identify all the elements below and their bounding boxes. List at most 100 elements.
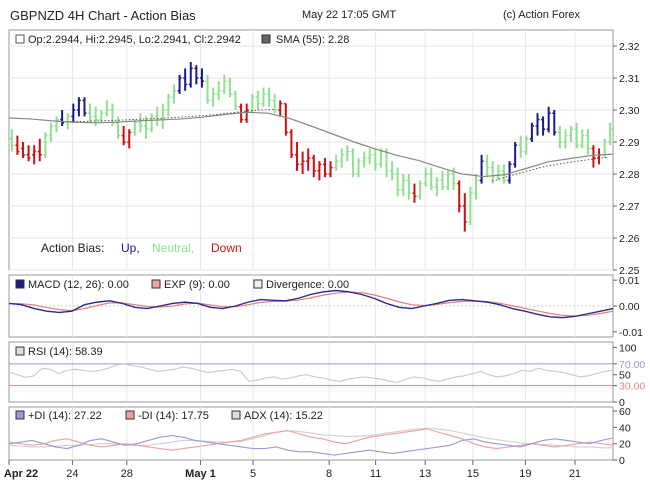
ohlc-bar — [529, 122, 534, 142]
macd-legend-label: MACD (12, 26): 0.00 — [28, 279, 129, 291]
price-ytick-label: 2.27 — [619, 201, 640, 213]
ohlc-bar — [485, 154, 490, 178]
ohlc-bar — [278, 100, 283, 117]
ohlc-bar — [507, 161, 512, 184]
ohlc-bar — [250, 94, 255, 114]
ohlc-bar — [43, 132, 48, 158]
chart-title: GBPNZD 4H Chart - Action Bias — [10, 8, 196, 23]
ohlc-bar — [440, 170, 445, 190]
rsi-legend-label: RSI (14): 58.39 — [28, 346, 103, 358]
adx-line — [8, 427, 613, 449]
chart-header: GBPNZD 4H Chart - Action Bias May 22 17:… — [0, 0, 650, 30]
ohlc-bar — [569, 126, 574, 142]
ohlc-bar — [412, 183, 417, 203]
ohlc-bar — [132, 119, 137, 136]
ohlc-bar — [585, 129, 590, 155]
ohlc-bar — [356, 158, 361, 178]
ohlc-bar — [48, 122, 53, 142]
chart-copyright: (c) Action Forex — [503, 9, 581, 21]
ohlc-bar — [26, 145, 31, 162]
ohlc-bar — [479, 154, 484, 184]
rsi-ytick-label: 100 — [619, 342, 637, 354]
rsi-ytick-label: 50 — [619, 370, 631, 382]
ohlc-bar — [362, 151, 367, 168]
sma-line — [8, 111, 614, 178]
panel-0-frame — [8, 29, 614, 271]
ohlc-bar — [390, 161, 395, 181]
ohlc-bar — [328, 161, 333, 178]
adx-legend-label: ADX (14): 15.22 — [244, 410, 323, 422]
ohlc-bar — [116, 116, 121, 139]
ohlc-bar — [473, 174, 478, 200]
ohlc-bar — [244, 103, 249, 123]
x-axis-label: 15 — [467, 468, 479, 480]
ohlc-bar — [166, 94, 171, 117]
ohlc-bar — [183, 68, 188, 91]
price-ytick-label: 2.32 — [619, 41, 640, 53]
divergence-legend-label: Divergence: 0.00 — [266, 279, 349, 291]
ohlc-bar — [401, 174, 406, 197]
ohlc-bar — [76, 97, 81, 117]
ohlc-bar — [82, 97, 87, 117]
sma-legend-swatch — [261, 34, 271, 44]
plus-di-legend-swatch — [15, 410, 25, 420]
x-axis-label: May 1 — [185, 468, 216, 480]
ohlc-bar — [60, 110, 65, 126]
ohlc-bar — [406, 174, 411, 200]
ohlc-bar — [591, 145, 596, 168]
dmi-ytick-label: 0 — [619, 455, 625, 467]
ohlc-bar — [501, 164, 506, 184]
ohlc-bar — [557, 126, 562, 149]
ohlc-bar — [524, 135, 529, 155]
x-axis-label: 5 — [250, 468, 256, 480]
x-axis-label: 21 — [569, 468, 581, 480]
exp-legend-swatch — [151, 279, 161, 289]
ohlc-bar — [496, 164, 501, 181]
bias-legend-neutral: Neutral, — [152, 241, 194, 255]
adx-legend-swatch — [231, 410, 241, 420]
ohlc-bar — [518, 135, 523, 158]
ohlc-bar — [295, 142, 300, 171]
rsi-ytick-label: 30.00 — [619, 381, 645, 393]
ohlc-bar — [289, 129, 294, 158]
ohlc-bar — [423, 167, 428, 187]
ohlc-bar — [608, 122, 613, 146]
ohlc-bar — [395, 167, 400, 197]
ohlc-bar — [317, 161, 322, 181]
rsi-line — [8, 363, 614, 383]
x-axis-label: 19 — [519, 468, 531, 480]
ohlc-bar — [205, 74, 210, 104]
ohlc-bar — [255, 90, 260, 110]
panel-2-frame — [8, 341, 614, 403]
minus-di-legend-label: -DI (14): 17.75 — [138, 410, 209, 422]
ohlc-bar — [446, 170, 451, 190]
ohlc-bar — [367, 148, 372, 165]
exp-legend-label: EXP (9): 0.00 — [164, 279, 230, 291]
bias-legend-up: Up, — [121, 241, 140, 255]
macd-line — [8, 289, 614, 319]
ohlc-bar — [350, 148, 355, 178]
ohlc-bar — [194, 65, 199, 85]
ohlc-bar — [434, 177, 439, 197]
ohlc-bar — [188, 62, 193, 88]
ohlc-bar — [457, 180, 462, 213]
minus-di-legend-swatch — [125, 410, 135, 420]
exp-line — [8, 291, 614, 317]
ohlc-bar — [71, 103, 76, 123]
ohlc-bar — [580, 129, 585, 149]
price-ytick-label: 2.30 — [619, 105, 640, 117]
ohlc-bar — [227, 78, 232, 98]
ohlc-bar — [171, 84, 176, 104]
macd-ytick-label: 0.01 — [619, 275, 640, 287]
ohlc-bar — [15, 135, 20, 155]
rsi-legend-swatch — [15, 346, 25, 356]
ohlc-bar — [88, 103, 93, 123]
plus-di-line — [8, 434, 614, 456]
ohlc-bar — [546, 106, 551, 133]
ohlc-bar — [429, 167, 434, 190]
price-ytick-label: 2.28 — [619, 169, 640, 181]
ohlc-bar — [267, 87, 272, 107]
ohlc-bar — [211, 87, 216, 107]
ohlc-bar — [490, 161, 495, 184]
